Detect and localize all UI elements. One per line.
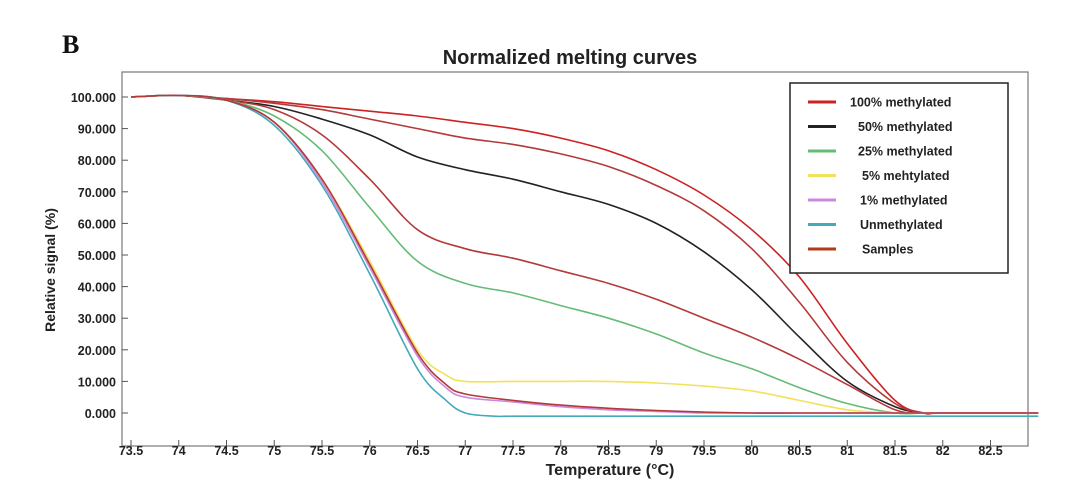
legend-label: Unmethylated xyxy=(860,218,943,232)
series-line-sample-c xyxy=(130,94,1039,414)
x-tick-label: 78 xyxy=(554,444,568,458)
panel-label: B xyxy=(62,30,80,59)
y-tick-label: 70.000 xyxy=(78,186,116,200)
x-tick-label: 76 xyxy=(363,444,377,458)
x-tick-label: 82.5 xyxy=(978,444,1002,458)
x-tick-label: 79.5 xyxy=(692,444,716,458)
series-line-sample-b xyxy=(130,94,1039,415)
x-tick-label: 80.5 xyxy=(787,444,811,458)
x-tick-label: 80 xyxy=(745,444,759,458)
y-tick-label: 20.000 xyxy=(78,344,116,358)
x-tick-label: 79 xyxy=(649,444,663,458)
y-tick-label: 50.000 xyxy=(78,249,116,263)
x-tick-label: 75 xyxy=(267,444,281,458)
x-axis-label: Temperature (°C) xyxy=(546,462,675,479)
y-axis-label: Relative signal (%) xyxy=(42,208,58,332)
x-tick-label: 81.5 xyxy=(883,444,907,458)
y-tick-label: 60.000 xyxy=(78,217,116,231)
x-tick-label: 73.5 xyxy=(119,444,143,458)
legend-label: 5% mehtylated xyxy=(862,169,950,183)
y-tick-label: 30.000 xyxy=(78,312,116,326)
x-tick-label: 82 xyxy=(936,444,950,458)
x-tick-label: 75.5 xyxy=(310,444,334,458)
x-tick-label: 81 xyxy=(840,444,854,458)
series-line-unmethylated xyxy=(130,94,1039,418)
y-tick-label: 80.000 xyxy=(78,154,116,168)
y-tick-label: 40.000 xyxy=(78,281,116,295)
series-line-sample-a xyxy=(130,94,1039,415)
series-group xyxy=(130,94,1039,418)
legend-label: Samples xyxy=(862,243,913,257)
y-tick-label: 100.000 xyxy=(71,91,116,105)
x-tick-label: 74.5 xyxy=(214,444,238,458)
x-tick-label: 78.5 xyxy=(596,444,620,458)
x-tick-label: 77.5 xyxy=(501,444,525,458)
y-tick-label: 0.000 xyxy=(85,407,116,421)
legend-box xyxy=(789,82,1009,274)
y-axis: 0.000 10.000 20.000 30.000 40.000 50.000 60.00… xyxy=(71,91,128,421)
legend-label: 100% methylated xyxy=(850,96,951,110)
series-line-50-methylated xyxy=(130,94,1039,415)
legend-label: 1% methylated xyxy=(860,194,948,208)
legend-label: 50% methylated xyxy=(858,120,952,134)
chart-title: Normalized melting curves xyxy=(443,47,698,69)
x-tick-label: 76.5 xyxy=(405,444,429,458)
legend: 100% methylated 50% methylated 25% methyla… xyxy=(789,82,1009,274)
y-tick-label: 90.000 xyxy=(78,123,116,137)
x-tick-label: 74 xyxy=(172,444,186,458)
x-tick-label: 77 xyxy=(458,444,472,458)
y-tick-label: 10.000 xyxy=(78,375,116,389)
x-axis: 73.5 74 74.5 75 75.5 76 76.5 77 77.5 78 78.5 79 79.5… xyxy=(119,440,1003,458)
legend-label: 25% methylated xyxy=(858,145,952,159)
series-line-100-methylated xyxy=(130,94,1039,415)
